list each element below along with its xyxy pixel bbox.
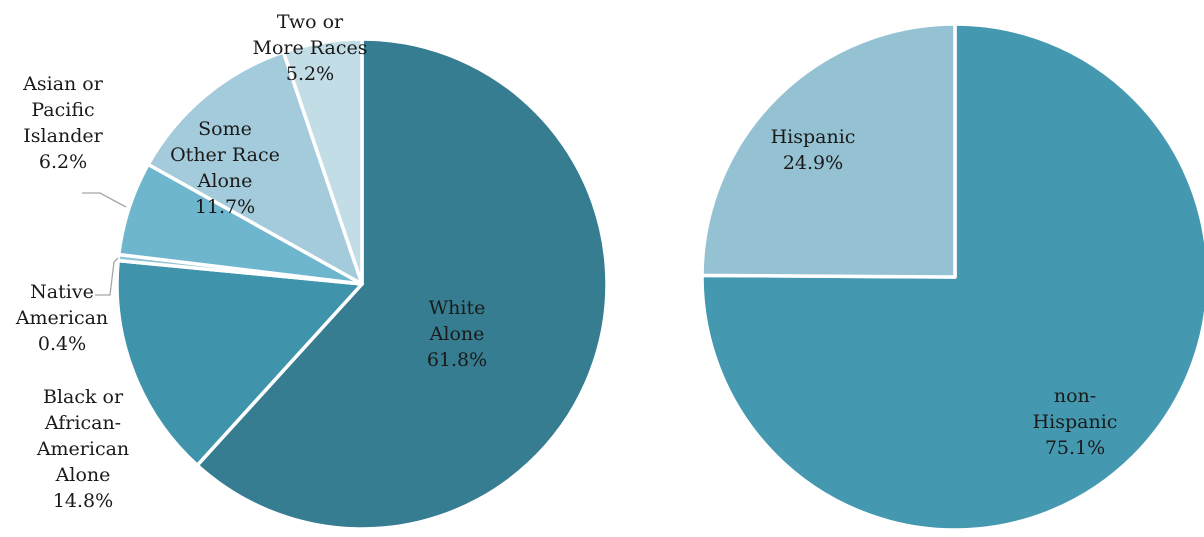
pie-slice: [146, 50, 364, 286]
slice-value-label: 5.2%: [286, 63, 334, 85]
pie-slice: [700, 22, 957, 279]
slice-name-label: Hispanic: [1033, 411, 1118, 433]
slice-name-label: Other Race: [170, 144, 280, 166]
slice-name-label: African-: [44, 412, 121, 434]
slice-name-label: American: [15, 307, 108, 329]
slice-name-label: Pacific: [31, 99, 94, 121]
pie-slice: [281, 37, 364, 286]
slice-label: Hispanic 24.9%: [771, 126, 856, 174]
slice-name-label: Alone: [197, 170, 253, 192]
slice-name-label: Alone: [429, 323, 485, 345]
slice-value-label: 0.4%: [38, 333, 86, 355]
slice-name-label: Some: [198, 118, 252, 140]
slice-label: non- Hispanic 75.1%: [1033, 385, 1118, 459]
pie-slice: [115, 258, 364, 468]
slice-name-label: Native: [30, 281, 94, 303]
slice-name-label: American: [36, 438, 129, 460]
slice-value-label: 24.9%: [783, 152, 843, 174]
pie-chart-1: White Alone 61.8% Black or African- American A…: [15, 11, 609, 531]
slice-name-label: Black or: [43, 386, 124, 408]
slice-value-label: 6.2%: [39, 151, 87, 173]
slice-name-label: Hispanic: [771, 126, 856, 148]
slice-label: Black or African- American Alone 14.8%: [36, 386, 129, 512]
slice-value-label: 14.8%: [53, 490, 113, 512]
slice-value-label: 11.7%: [195, 196, 255, 218]
slice-value-label: 61.8%: [427, 349, 487, 371]
slice-name-label: Asian or: [22, 73, 104, 95]
slice-label: Native American 0.4%: [15, 281, 108, 355]
leader-line: [82, 192, 127, 208]
slice-label: Asian or Pacific Islander 6.2%: [22, 73, 104, 173]
pie-chart-2: non- Hispanic 75.1% Hispanic 24.9%: [700, 22, 1204, 532]
slice-label: Two or More Races 5.2%: [253, 11, 368, 85]
slice-name-label: Two or: [277, 11, 344, 33]
slice-name-label: White: [429, 297, 486, 319]
slice-name-label: non-: [1054, 385, 1096, 407]
slice-name-label: More Races: [253, 37, 368, 59]
slice-label: Some Other Race Alone 11.7%: [170, 118, 280, 218]
slice-name-label: Islander: [23, 125, 103, 147]
slice-label: White Alone 61.8%: [427, 297, 487, 371]
slice-value-label: 75.1%: [1045, 437, 1105, 459]
leader-line: [95, 257, 119, 296]
slice-name-label: Alone: [55, 464, 111, 486]
pie-slice: [195, 37, 609, 531]
pie-slice: [700, 22, 1204, 532]
